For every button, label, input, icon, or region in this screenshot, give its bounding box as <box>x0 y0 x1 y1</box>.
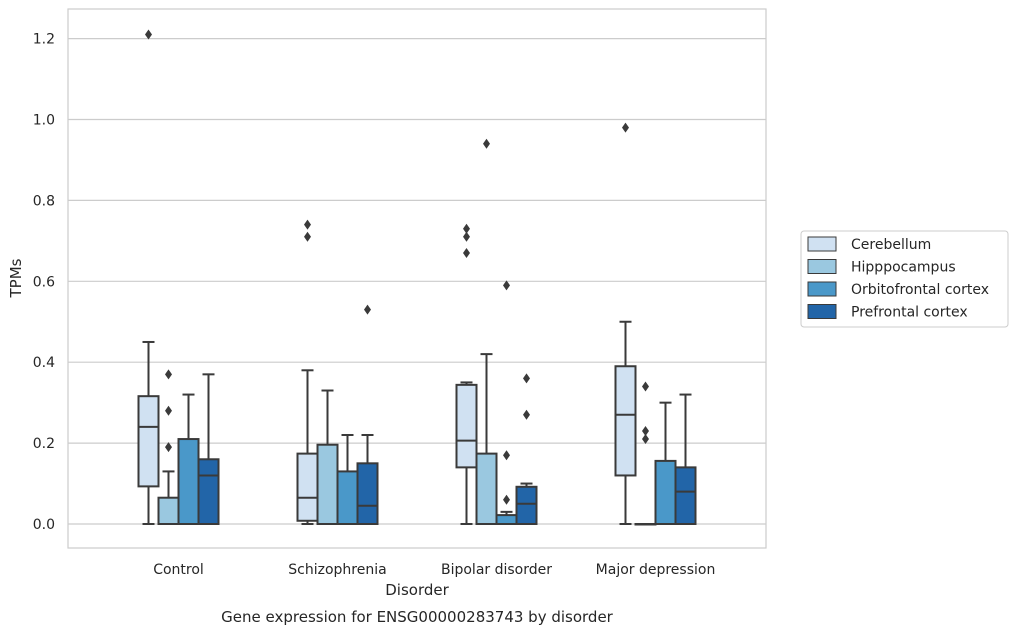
box <box>316 443 339 525</box>
x-tick-label: Major depression <box>596 562 716 578</box>
legend-swatch <box>807 236 837 252</box>
legend-label: Hipppocampus <box>851 260 956 276</box>
y-tick-label: 1.0 <box>33 113 55 129</box>
box <box>356 462 379 526</box>
y-tick-label: 0.4 <box>33 355 55 371</box>
box <box>515 485 538 526</box>
box-plot <box>634 381 657 526</box>
box-plot <box>336 434 359 526</box>
outlier-point <box>145 29 152 40</box>
legend-swatch <box>807 281 837 297</box>
plot-frame <box>67 8 767 549</box>
box <box>177 438 200 525</box>
legend-swatch <box>807 304 837 319</box>
box <box>137 395 160 488</box>
outlier-point <box>642 434 649 445</box>
box <box>197 458 220 525</box>
legend-items: Cerebellum Hipppocampus Orbitofrontal cort… <box>807 236 989 321</box>
outlier-point <box>463 231 470 242</box>
outlier-point <box>165 405 172 416</box>
box <box>296 452 319 522</box>
box-plot <box>197 373 220 525</box>
box-plots <box>137 29 697 526</box>
box <box>495 514 518 526</box>
outlier-point <box>483 138 490 149</box>
legend-frame <box>800 230 1009 328</box>
outlier-point <box>523 373 530 384</box>
outlier-point <box>503 494 510 505</box>
outlier-point <box>503 280 510 291</box>
outlier-point <box>503 450 510 461</box>
box-plot <box>614 122 637 525</box>
outlier-point <box>642 425 649 436</box>
legend-label: Cerebellum <box>851 237 931 253</box>
x-axis-ticks: Control Schizophrenia Bipolar disorder Majo… <box>153 562 715 578</box>
box-plot <box>515 373 538 526</box>
outlier-point <box>165 369 172 380</box>
gridlines <box>68 37 766 525</box>
box-plot <box>455 223 478 525</box>
box-plot <box>475 138 498 526</box>
x-tick-label: Schizophrenia <box>288 562 386 578</box>
legend-swatch <box>807 259 837 274</box>
box <box>475 452 498 526</box>
outlier-point <box>642 381 649 392</box>
box-plot <box>177 393 200 525</box>
x-axis-label: Disorder <box>385 581 449 599</box>
outlier-point <box>304 219 311 230</box>
outlier-point <box>463 247 470 258</box>
legend-label: Orbitofrontal cortex <box>851 282 989 298</box>
outlier-point <box>523 409 530 420</box>
box-plot <box>296 219 319 525</box>
box <box>455 383 478 469</box>
legend: Cerebellum Hipppocampus Orbitofrontal cort… <box>800 230 1009 328</box>
x-tick-label: Control <box>153 562 204 578</box>
y-tick-label: 0.8 <box>33 193 55 209</box>
legend-label: Prefrontal cortex <box>851 305 968 321</box>
box-plot <box>316 389 339 525</box>
x-tick-label: Bipolar disorder <box>441 562 552 578</box>
outlier-point <box>622 122 629 133</box>
outlier-point <box>304 231 311 242</box>
y-axis-ticks: 0.0 0.2 0.4 0.6 0.8 1.0 1.2 <box>33 32 55 533</box>
box-plot <box>157 369 180 525</box>
box-plot <box>654 401 677 526</box>
y-tick-label: 1.2 <box>33 32 55 48</box>
y-axis-label: TPMs <box>7 258 25 298</box>
box-plot <box>356 304 379 526</box>
box-plot <box>137 29 160 525</box>
outlier-point <box>463 223 470 234</box>
box-plot <box>495 280 518 526</box>
y-tick-label: 0.0 <box>33 517 55 533</box>
box <box>336 470 359 526</box>
box <box>157 496 180 525</box>
chart-caption: Gene expression for ENSG00000283743 by d… <box>221 608 614 626</box>
y-tick-label: 0.2 <box>33 436 55 452</box>
box-plot <box>674 393 697 525</box>
box <box>654 459 677 526</box>
outlier-point <box>364 304 371 315</box>
outlier-point <box>165 442 172 453</box>
y-tick-label: 0.6 <box>33 274 55 290</box>
box <box>674 466 697 525</box>
box <box>614 365 637 477</box>
